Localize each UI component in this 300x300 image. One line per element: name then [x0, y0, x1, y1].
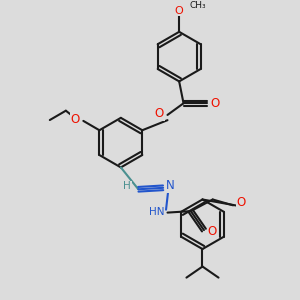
Text: O: O — [155, 107, 164, 120]
Text: O: O — [208, 225, 217, 238]
Text: N: N — [166, 179, 175, 192]
Text: HN: HN — [149, 207, 164, 217]
Text: CH₃: CH₃ — [189, 1, 206, 10]
Text: O: O — [174, 5, 183, 16]
Text: H: H — [123, 182, 131, 191]
Text: O: O — [237, 196, 246, 209]
Text: O: O — [70, 113, 80, 126]
Text: O: O — [210, 97, 220, 110]
